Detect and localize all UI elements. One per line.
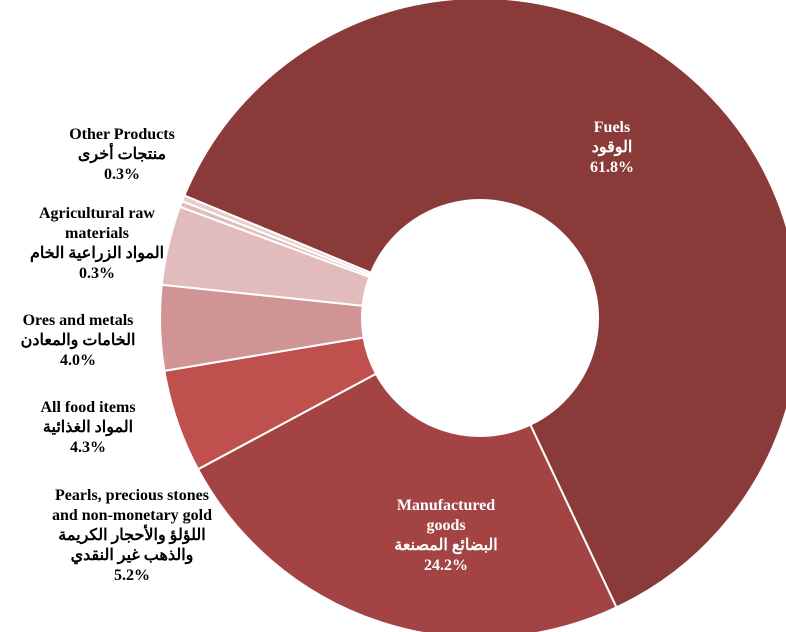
category-label-en: All food items (40, 399, 135, 416)
category-label-en: Other Products (69, 126, 175, 143)
slice-other-products (180, 194, 373, 277)
category-label-en: Ores and metals (23, 312, 134, 329)
label-manufactured-goods: Manufactured goods البضائع المصنعة 24.2% (394, 497, 497, 574)
category-label-ar: المواد الزراعية الخام (30, 245, 164, 263)
data-label-value: 24.2% (424, 557, 468, 574)
slice-manufactured-goods (196, 372, 618, 632)
label-ores-and-metals: Ores and metals الخامات والمعادن 4.0% (21, 312, 136, 369)
label-all-food-items: All food items المواد الغذائية 4.3% (40, 399, 135, 456)
category-label-en: and non-monetary gold (52, 507, 212, 524)
chart-labels: Fuels الوقود 61.8% Manufactured goods البضائع… (21, 119, 634, 584)
category-label-en: Manufactured (397, 497, 495, 514)
category-label-ar: الوقود (592, 139, 633, 157)
data-label-value: 4.0% (60, 352, 96, 369)
data-label-value: 61.8% (590, 159, 634, 176)
chart-slices (159, 0, 786, 632)
category-label-en: Pearls, precious stones (55, 487, 209, 504)
category-label-ar: المواد الغذائية (43, 419, 133, 437)
category-label-ar: البضائع المصنعة (394, 537, 497, 555)
data-label-value: 4.3% (70, 439, 106, 456)
category-label-ar: الخامات والمعادن (21, 332, 136, 350)
category-label-ar: والذهب غير النقدي (71, 547, 194, 565)
data-label-value: 0.3% (79, 265, 115, 282)
label-fuels: Fuels الوقود 61.8% (590, 119, 634, 176)
category-label-ar: منتجات أخرى (78, 142, 166, 164)
data-label-value: 5.2% (114, 567, 150, 584)
slice-fuels (183, 0, 786, 609)
category-label-en: Agricultural raw (39, 205, 155, 222)
data-label-value: 0.3% (104, 166, 140, 183)
label-pearls-precious-stones-and-non-monetary-gold: Pearls, precious stones and non-monetary … (52, 487, 212, 584)
category-label-en: Fuels (594, 119, 630, 136)
category-label-ar: اللؤلؤ والأحجار الكريمة (58, 524, 205, 545)
category-label-en: materials (65, 225, 129, 242)
category-label-en: goods (426, 517, 465, 534)
label-agricultural-raw-materials: Agricultural raw materials المواد الزراعية… (30, 205, 164, 282)
